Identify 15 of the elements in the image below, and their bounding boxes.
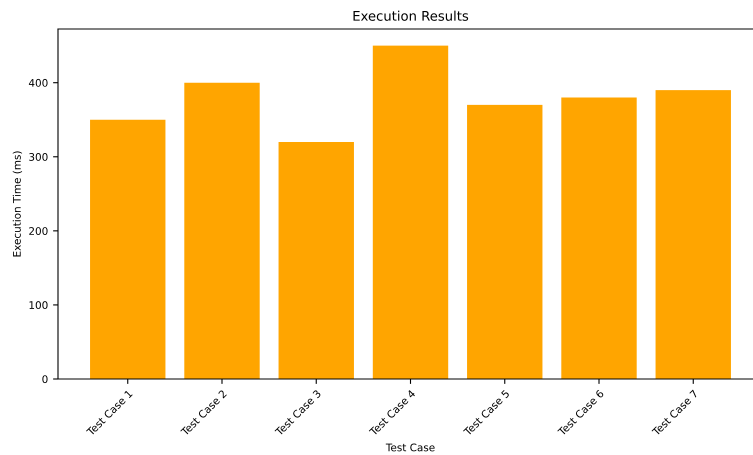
y-axis-title: Execution Time (ms) xyxy=(12,151,22,256)
y-tick-label: 200 xyxy=(29,227,48,235)
bar xyxy=(656,90,731,379)
bar xyxy=(467,104,542,379)
x-axis-title: Test Case xyxy=(386,443,435,452)
bar xyxy=(184,82,260,379)
y-tick-label: 300 xyxy=(29,153,48,161)
y-tick-label: 400 xyxy=(28,78,48,87)
chart-title: Execution Results xyxy=(354,10,468,21)
bar xyxy=(561,98,637,379)
bar xyxy=(278,142,354,379)
y-tick-label: 100 xyxy=(30,301,48,310)
y-tick-label: 0 xyxy=(42,375,48,384)
bar xyxy=(90,120,166,379)
bar xyxy=(372,46,448,379)
